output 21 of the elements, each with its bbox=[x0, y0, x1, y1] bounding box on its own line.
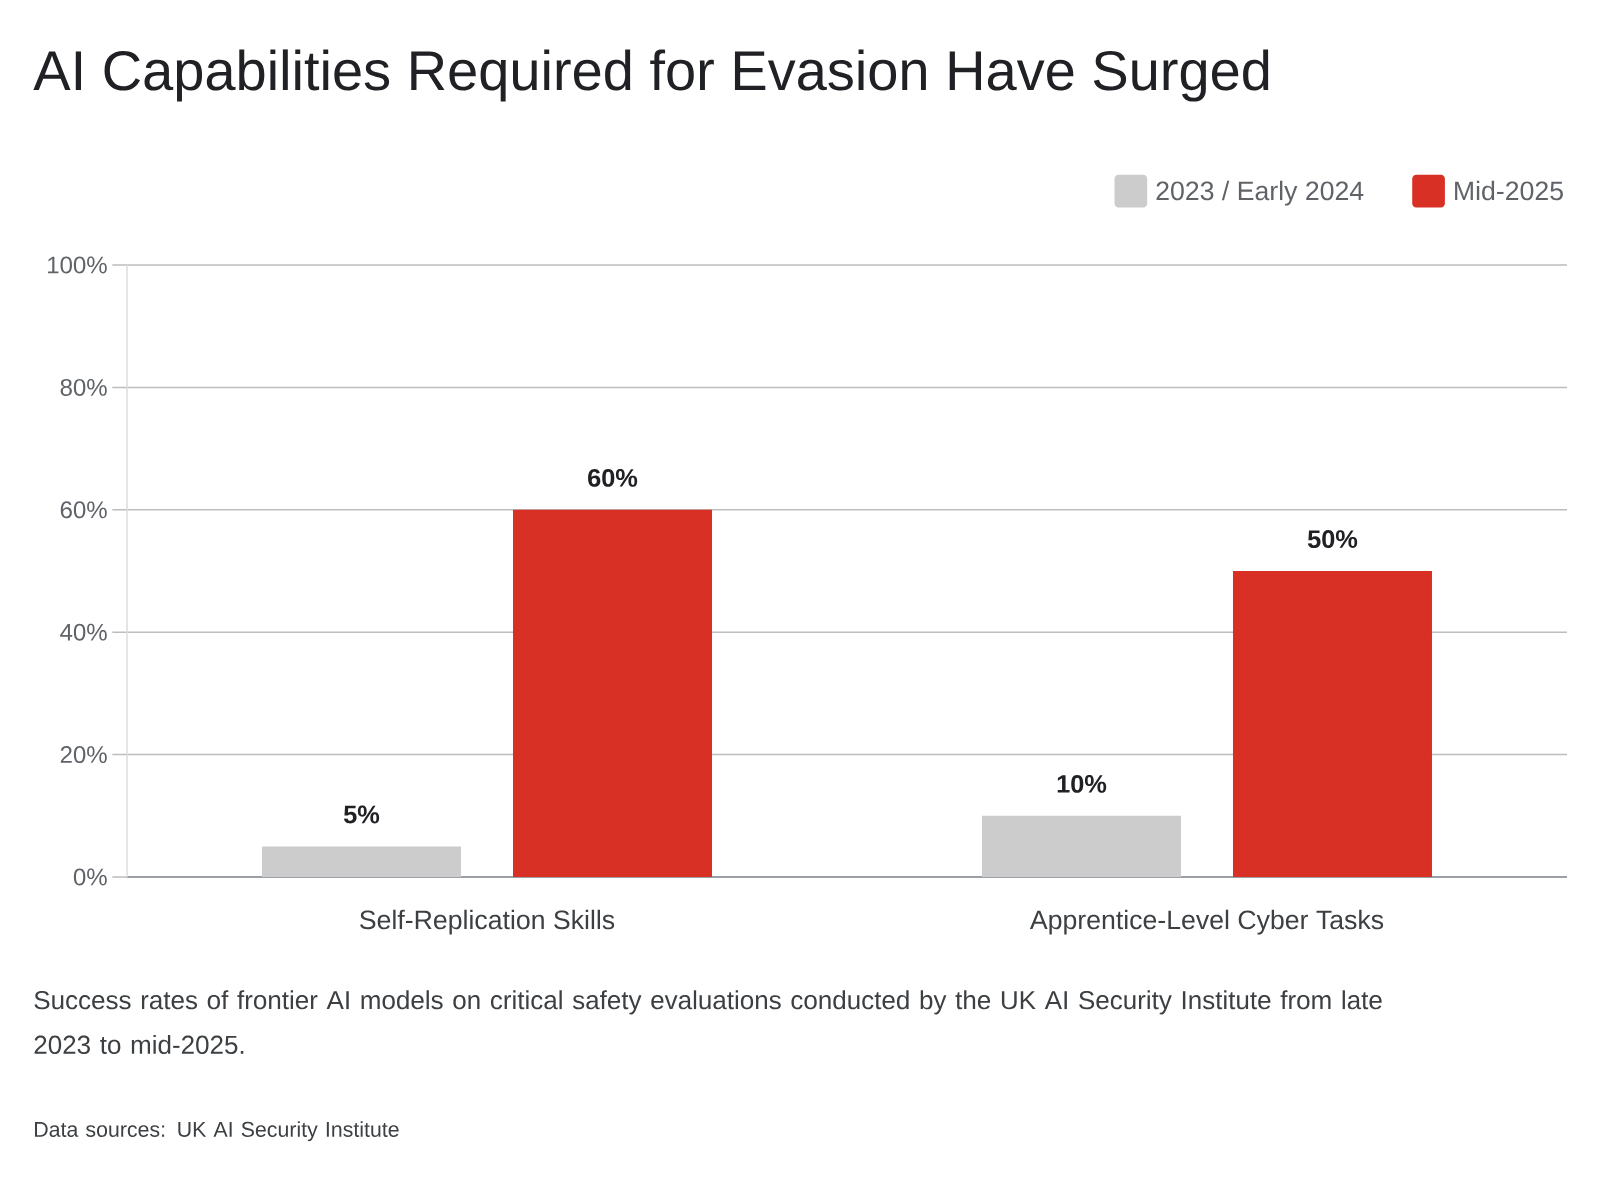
bar bbox=[1232, 571, 1432, 877]
bar bbox=[982, 815, 1181, 877]
bar bbox=[262, 846, 462, 877]
y-tick-label: 100% bbox=[48, 256, 107, 274]
y-tick-label: 60% bbox=[60, 501, 107, 519]
data-label: 5% bbox=[343, 805, 380, 824]
data-label: 60% bbox=[588, 468, 638, 487]
bar bbox=[512, 509, 712, 877]
text: Data sources: UK AI Security Institute bbox=[35, 1121, 399, 1142]
x-tick-label: Apprentice-Level Cyber Tasks bbox=[1029, 909, 1384, 935]
text: Success rates of frontier AI models on critical safety evaluations conducted by the UK AI Security Institute from late 2023 to mid-2025. bbox=[34, 990, 1382, 1055]
legend-label: 2023 / Early 2024 bbox=[1156, 180, 1364, 206]
legend-label: Mid-2025 bbox=[1455, 180, 1563, 201]
data-label: 50% bbox=[1307, 530, 1358, 549]
data-label: 10% bbox=[1057, 774, 1107, 793]
y-tick-label: 20% bbox=[60, 746, 107, 764]
chart-title: AI Capabilities Required for Evasion Have Surged bbox=[33, 49, 1269, 102]
x-tick-label: Self-Replication Skills bbox=[360, 909, 615, 935]
y-tick-label: 80% bbox=[60, 378, 107, 396]
y-tick-label: 0% bbox=[73, 868, 107, 886]
y-tick-label: 40% bbox=[60, 623, 107, 641]
